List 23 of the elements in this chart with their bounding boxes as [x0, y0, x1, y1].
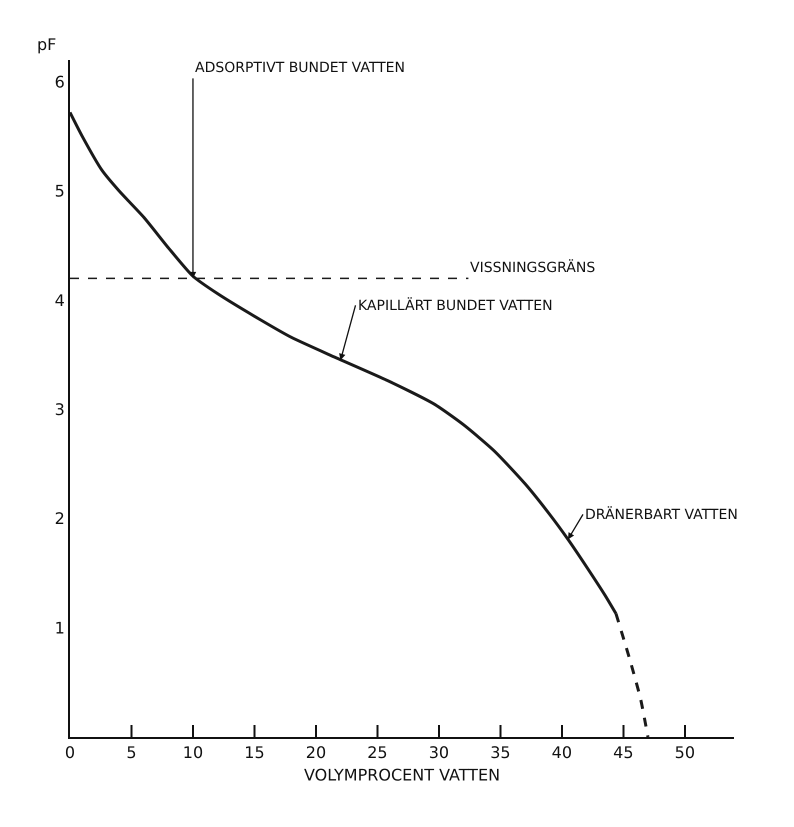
annotation: DRÄNERBART VATTEN — [585, 506, 738, 523]
y-tick-label: 4 — [54, 290, 65, 310]
x-tick-label: 50 — [674, 743, 695, 762]
y-axis-title: pF — [37, 35, 56, 54]
x-tick-label: 10 — [182, 743, 204, 762]
y-tick-label: 2 — [54, 509, 65, 528]
ref-line-label: VISSNINGSGRÄNS — [470, 259, 596, 276]
x-axis-title: VOLYMPROCENT VATTEN — [304, 765, 500, 784]
annotation: KAPILLÄRT BUNDET VATTEN — [358, 297, 553, 314]
y-tick-label: 5 — [54, 182, 65, 201]
x-tick-label: 0 — [64, 743, 76, 762]
x-tick-label: 25 — [367, 743, 388, 762]
y-tick-label: 1 — [54, 618, 65, 638]
x-tick-label: 5 — [126, 743, 137, 762]
x-tick-label: 15 — [244, 743, 265, 762]
x-tick-label: 30 — [428, 743, 450, 762]
annotation: ADSORPTIVT BUNDET VATTEN — [195, 60, 405, 76]
y-tick-label: 6 — [54, 72, 65, 92]
x-tick-label: 40 — [552, 743, 572, 762]
y-tick-label: 3 — [54, 400, 65, 420]
x-tick-label: 20 — [306, 743, 326, 762]
x-tick-label: 35 — [490, 743, 511, 762]
x-tick-label: 45 — [613, 743, 634, 762]
